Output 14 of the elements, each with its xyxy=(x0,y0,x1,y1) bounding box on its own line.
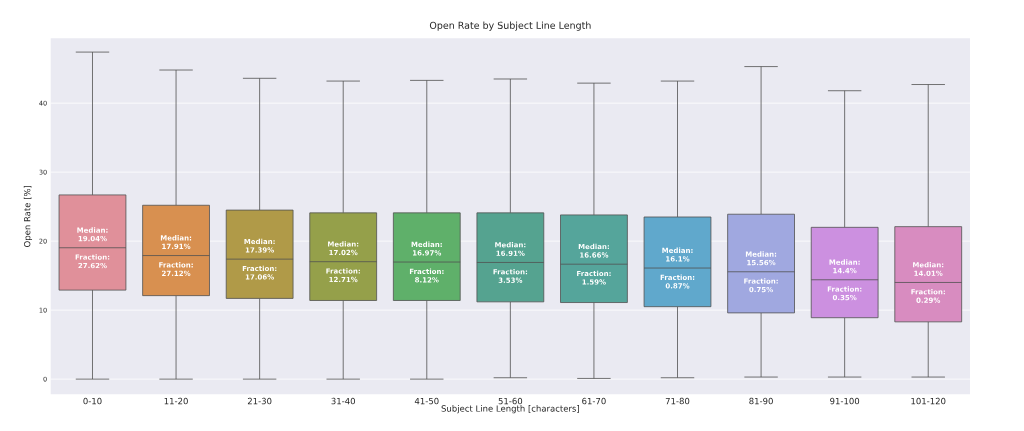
x-tick-label: 51-60 xyxy=(498,397,523,405)
chart-title: Open Rate by Subject Line Length xyxy=(429,21,591,31)
x-tick-label: 41-50 xyxy=(414,397,439,405)
x-tick-label: 0-10 xyxy=(83,397,102,405)
y-axis-title: Open Rate [%] xyxy=(23,185,33,247)
x-tick-label: 31-40 xyxy=(331,397,355,405)
x-tick-label: 11-20 xyxy=(164,397,188,405)
x-tick-label: 71-80 xyxy=(665,397,690,405)
x-tick-label: 91-100 xyxy=(830,397,860,405)
x-tick-label: 61-70 xyxy=(582,397,606,405)
x-tick-label: 101-120 xyxy=(911,397,946,405)
x-tick-label: 81-90 xyxy=(749,397,773,405)
x-tick-label: 21-30 xyxy=(247,397,272,405)
x-axis-title: Subject Line Length [characters] xyxy=(441,405,579,414)
